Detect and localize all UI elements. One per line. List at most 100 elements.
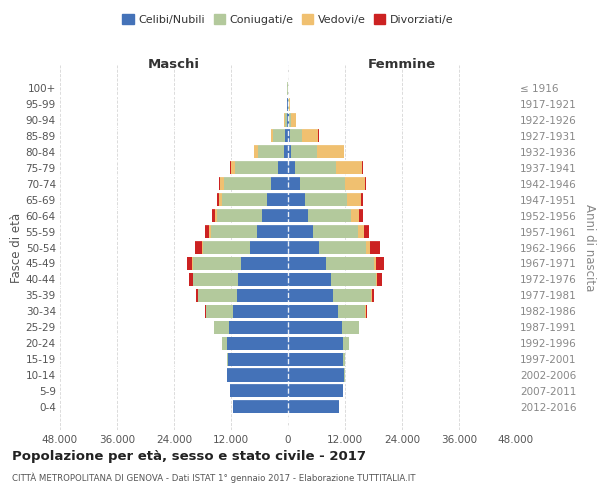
Bar xyxy=(193,273,238,286)
Bar xyxy=(229,320,288,334)
Bar xyxy=(289,114,291,126)
Bar xyxy=(291,114,296,126)
Bar xyxy=(288,384,343,398)
Bar xyxy=(288,193,305,206)
Text: Popolazione per età, sesso e stato civile - 2017: Popolazione per età, sesso e stato civil… xyxy=(12,450,366,463)
Bar xyxy=(266,193,288,206)
Bar xyxy=(231,162,235,174)
Bar xyxy=(295,162,335,174)
Bar xyxy=(288,114,289,126)
Bar xyxy=(217,193,219,206)
Bar xyxy=(333,289,371,302)
Bar xyxy=(250,241,288,254)
Bar xyxy=(288,177,300,190)
Bar xyxy=(271,130,273,142)
Bar xyxy=(370,241,380,254)
Bar xyxy=(342,320,359,334)
Bar xyxy=(371,289,372,302)
Bar xyxy=(273,130,285,142)
Bar xyxy=(202,241,203,254)
Bar xyxy=(193,257,241,270)
Bar xyxy=(222,336,227,349)
Bar xyxy=(338,304,365,318)
Bar xyxy=(230,162,231,174)
Bar xyxy=(288,336,343,349)
Bar xyxy=(220,177,224,190)
Bar xyxy=(224,177,271,190)
Bar xyxy=(227,352,228,366)
Y-axis label: Fasce di età: Fasce di età xyxy=(10,212,23,282)
Bar xyxy=(288,320,342,334)
Bar xyxy=(364,225,369,238)
Bar xyxy=(235,162,278,174)
Bar xyxy=(288,400,340,413)
Bar xyxy=(347,193,361,206)
Bar xyxy=(233,304,288,318)
Bar xyxy=(288,162,295,174)
Bar xyxy=(196,289,197,302)
Bar xyxy=(300,177,345,190)
Bar xyxy=(285,130,288,142)
Bar xyxy=(331,273,376,286)
Bar xyxy=(238,273,288,286)
Bar xyxy=(284,114,287,126)
Bar xyxy=(195,241,202,254)
Bar xyxy=(289,98,290,110)
Bar xyxy=(205,304,206,318)
Bar xyxy=(288,146,292,158)
Bar xyxy=(236,289,288,302)
Bar xyxy=(227,336,288,349)
Bar xyxy=(241,257,288,270)
Bar xyxy=(233,400,288,413)
Bar xyxy=(221,193,266,206)
Bar xyxy=(305,193,347,206)
Bar xyxy=(217,209,262,222)
Bar xyxy=(288,352,343,366)
Bar xyxy=(192,257,193,270)
Bar xyxy=(345,177,365,190)
Bar xyxy=(187,257,192,270)
Bar xyxy=(288,257,326,270)
Bar xyxy=(262,209,288,222)
Bar xyxy=(219,177,220,190)
Bar xyxy=(376,273,377,286)
Bar xyxy=(271,177,288,190)
Bar xyxy=(302,130,319,142)
Bar xyxy=(373,257,376,270)
Bar xyxy=(284,146,288,158)
Bar xyxy=(206,304,233,318)
Bar xyxy=(313,225,358,238)
Bar xyxy=(205,225,209,238)
Bar xyxy=(198,289,236,302)
Y-axis label: Anni di nascita: Anni di nascita xyxy=(583,204,596,291)
Bar xyxy=(288,368,344,382)
Text: CITTÀ METROPOLITANA DI GENOVA - Dati ISTAT 1° gennaio 2017 - Elaborazione TUTTIT: CITTÀ METROPOLITANA DI GENOVA - Dati IST… xyxy=(12,472,415,483)
Bar xyxy=(287,114,288,126)
Bar xyxy=(288,209,308,222)
Bar xyxy=(288,130,290,142)
Bar xyxy=(278,162,288,174)
Bar xyxy=(287,98,288,110)
Bar xyxy=(367,241,370,254)
Bar xyxy=(288,304,338,318)
Legend: Celibi/Nubili, Coniugati/e, Vedovi/e, Divorziati/e: Celibi/Nubili, Coniugati/e, Vedovi/e, Di… xyxy=(120,12,456,27)
Bar xyxy=(257,146,284,158)
Bar xyxy=(288,225,313,238)
Bar xyxy=(288,273,331,286)
Bar xyxy=(288,241,319,254)
Bar xyxy=(358,225,364,238)
Bar xyxy=(335,162,362,174)
Bar xyxy=(257,225,288,238)
Bar xyxy=(288,289,333,302)
Bar xyxy=(212,209,215,222)
Bar xyxy=(203,241,250,254)
Bar xyxy=(377,273,382,286)
Bar xyxy=(372,289,374,302)
Bar xyxy=(228,352,288,366)
Bar xyxy=(227,368,288,382)
Bar xyxy=(361,193,363,206)
Bar xyxy=(189,273,193,286)
Bar xyxy=(215,209,217,222)
Bar xyxy=(376,257,384,270)
Bar xyxy=(290,130,302,142)
